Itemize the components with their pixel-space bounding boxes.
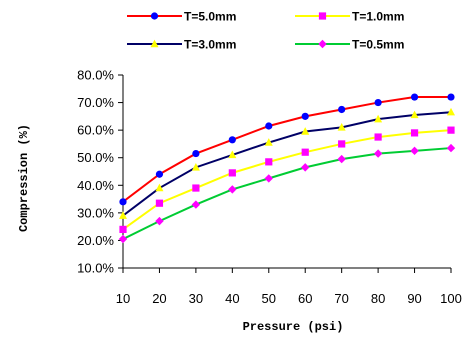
y-tick-label: 80.0%: [77, 68, 114, 83]
x-tick-label: 40: [225, 291, 239, 306]
legend-marker: [318, 39, 327, 49]
y-axis-ticks: 10.0% 20.0% 30.0% 40.0% 50.0% 60.0% 70.0% 80.0%: [77, 68, 123, 276]
data-point: [410, 146, 419, 156]
data-point: [192, 149, 200, 158]
legend-entry-t-3-0mm: T=3.0mm: [127, 38, 236, 52]
legend-label: T=3.0mm: [184, 38, 236, 52]
legend-label: T=1.0mm: [352, 10, 404, 24]
legend-label: T=0.5mm: [352, 38, 404, 52]
legend-marker: [150, 39, 159, 48]
x-tick-label: 10: [116, 291, 130, 306]
data-point: [119, 198, 127, 206]
y-tick-label: 50.0%: [77, 150, 114, 165]
legend-marker: [318, 12, 327, 20]
series-line: [122, 129, 452, 231]
y-tick-label: 30.0%: [77, 205, 114, 220]
data-point: [301, 148, 309, 156]
x-tick-label: 60: [298, 291, 312, 306]
x-tick-label: 80: [371, 291, 385, 306]
data-point: [337, 122, 346, 131]
data-point: [155, 216, 164, 226]
data-point: [301, 163, 310, 172]
series-line: [122, 111, 452, 217]
x-tick-label: 90: [407, 291, 421, 306]
data-point: [264, 138, 273, 146]
data-point: [118, 234, 128, 244]
data-point: [265, 158, 273, 166]
data-point: [191, 162, 200, 171]
data-point: [337, 154, 346, 164]
legend-entry-t-0-5mm: T=0.5mm: [295, 38, 404, 52]
legend-entry-t-1-0mm: T=1.0mm: [295, 10, 404, 24]
y-tick-label: 40.0%: [77, 178, 114, 193]
x-tick-label: 100: [440, 291, 462, 306]
y-tick-label: 60.0%: [77, 123, 114, 138]
data-point: [374, 114, 383, 123]
data-point: [410, 129, 419, 137]
data-point: [192, 184, 200, 192]
data-point: [447, 126, 455, 134]
data-point: [119, 225, 127, 233]
data-point: [447, 93, 455, 101]
data-point: [373, 149, 383, 158]
x-axis-title: Pressure (psi): [243, 320, 344, 334]
series-t-5-0mm: [119, 93, 455, 206]
series-line: [122, 96, 451, 203]
data-point: [191, 200, 201, 209]
y-tick-label: 20.0%: [77, 233, 114, 248]
data-point: [155, 183, 164, 192]
data-point: [155, 199, 164, 207]
x-tick-label: 70: [334, 291, 348, 306]
x-tick-label: 50: [262, 291, 276, 306]
y-tick-label: 70.0%: [77, 95, 114, 110]
data-point: [446, 143, 456, 153]
data-point: [410, 110, 419, 119]
data-point: [338, 140, 346, 148]
data-point: [374, 98, 382, 107]
data-point: [447, 107, 455, 116]
series-t-0-5mm: [118, 143, 456, 244]
series-line: [122, 147, 452, 240]
data-point: [119, 211, 127, 219]
data-point: [228, 169, 236, 177]
series-t-1-0mm: [119, 126, 455, 233]
legend-marker: [150, 12, 159, 20]
data-point: [155, 170, 164, 178]
data-point: [374, 133, 382, 141]
data-point: [410, 93, 419, 101]
data-point: [228, 136, 236, 144]
data-point: [228, 150, 237, 159]
axes: [122, 75, 451, 269]
data-point: [301, 127, 310, 135]
y-tick-label: 10.0%: [77, 261, 114, 276]
legend-label: T=5.0mm: [184, 10, 236, 24]
data-point: [338, 105, 346, 114]
series-t-3-0mm: [119, 107, 455, 219]
legend: T=5.0mm T=1.0mm T=3.0mm T=0.5mm: [127, 10, 404, 52]
plot-area: [118, 93, 456, 244]
data-point: [228, 185, 237, 194]
data-point: [264, 174, 273, 183]
x-axis-ticks: 10 20 30 40 50 60 70 80 90 100: [116, 268, 462, 306]
y-axis-title: Compression (%): [17, 124, 31, 232]
x-tick-label: 30: [189, 291, 203, 306]
legend-entry-t-5-0mm: T=5.0mm: [127, 10, 236, 24]
data-point: [301, 112, 309, 120]
data-point: [265, 122, 273, 130]
x-tick-label: 20: [152, 291, 166, 306]
